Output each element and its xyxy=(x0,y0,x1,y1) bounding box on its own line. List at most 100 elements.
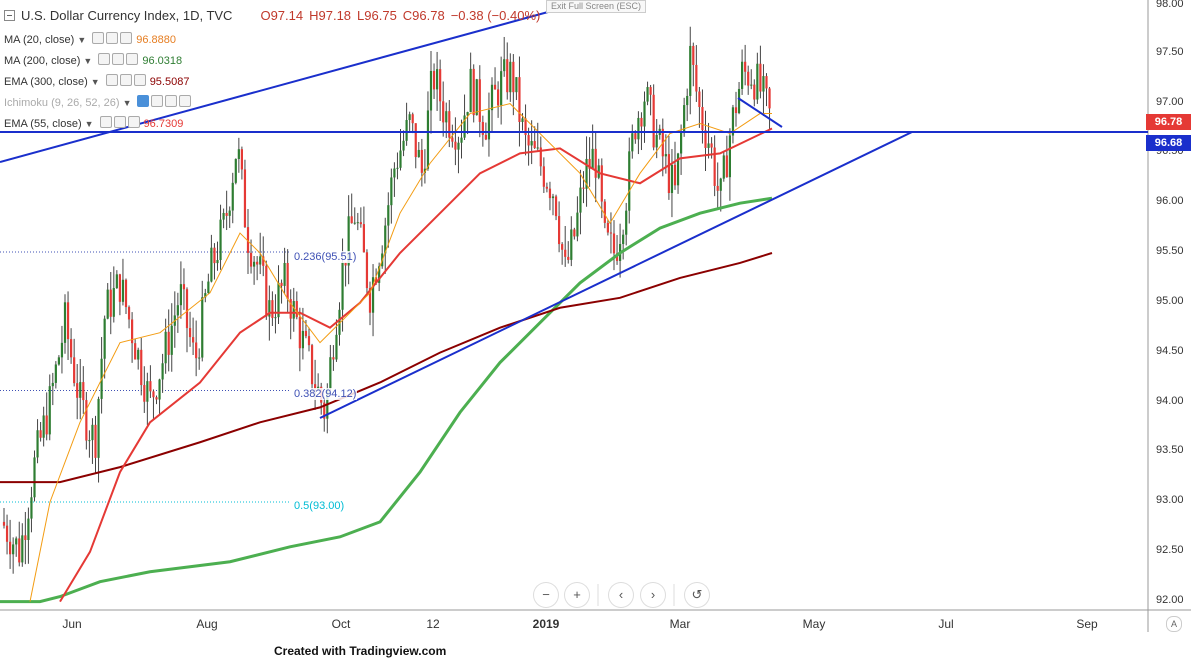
close-icon[interactable] xyxy=(179,95,192,107)
chevron-down-icon[interactable]: ▼ xyxy=(83,56,93,66)
candle-body xyxy=(411,114,414,124)
candle-body xyxy=(167,331,170,355)
candle-body xyxy=(478,79,481,122)
candle-body xyxy=(298,317,301,349)
candle-body xyxy=(45,415,48,435)
close-icon[interactable] xyxy=(120,32,133,44)
high-value: H97.18 xyxy=(309,8,352,23)
candle-body xyxy=(615,253,619,261)
candle-body xyxy=(655,135,658,148)
candle-body xyxy=(561,244,564,250)
zoom-out-button[interactable]: − xyxy=(534,583,558,607)
collapse-legend-icon[interactable] xyxy=(4,10,15,21)
candle-body xyxy=(85,400,88,441)
candle-body xyxy=(33,457,36,498)
close-icon[interactable] xyxy=(127,116,140,128)
indicator-row-ma200[interactable]: MA (200, close) ▼ 96.0318 xyxy=(4,51,182,69)
candle-body xyxy=(143,385,146,402)
candle-body xyxy=(591,148,594,169)
price-tick: 98.00 xyxy=(1156,0,1184,10)
candle-body xyxy=(759,63,762,92)
last-price-badge: 96.78 xyxy=(1146,114,1191,130)
candle-body xyxy=(436,69,439,90)
ma20-line xyxy=(29,103,772,602)
auto-scale-button[interactable]: A xyxy=(1166,616,1182,632)
eye-icon[interactable] xyxy=(105,74,118,86)
time-tick: 12 xyxy=(426,617,440,631)
gear-icon[interactable] xyxy=(113,116,126,128)
candle-body xyxy=(515,77,518,93)
candle-body xyxy=(728,135,731,178)
indicator-row-ema55[interactable]: EMA (55, close) ▼ 96.7309 xyxy=(4,114,183,132)
candle-body xyxy=(88,440,91,442)
candle-body xyxy=(353,222,356,224)
candle-body xyxy=(390,177,393,206)
candle-body xyxy=(195,342,198,359)
candle-body xyxy=(481,121,484,135)
candle-body xyxy=(460,137,463,143)
candle-body xyxy=(399,150,402,168)
candle-body xyxy=(463,115,466,138)
candle-body xyxy=(97,398,100,458)
candle-body xyxy=(426,110,430,169)
candle-body xyxy=(274,317,277,319)
indicator-name: EMA (300, close) xyxy=(4,76,88,88)
candle-body xyxy=(60,342,64,358)
ema300-line xyxy=(0,252,773,484)
candle-body xyxy=(542,166,545,187)
candle-body xyxy=(536,147,539,149)
candle-body xyxy=(76,383,79,398)
candle-body xyxy=(545,186,548,189)
candle-body xyxy=(182,284,186,290)
indicator-row-ema300[interactable]: EMA (300, close) ▼ 95.5087 xyxy=(4,72,189,90)
indicator-row-ma20[interactable]: MA (20, close) ▼ 96.8880 xyxy=(4,30,176,48)
candle-body xyxy=(314,384,317,390)
candle-body xyxy=(365,252,369,289)
chevron-down-icon[interactable]: ▼ xyxy=(90,77,100,87)
candle-body xyxy=(664,154,667,157)
chevron-down-icon[interactable]: ▼ xyxy=(122,98,132,108)
candle-body xyxy=(225,212,228,216)
hidden-eye-icon[interactable] xyxy=(137,95,150,107)
candle-body xyxy=(161,363,164,380)
candle-body xyxy=(18,538,21,563)
gear-icon[interactable] xyxy=(106,32,119,44)
exit-fullscreen-button[interactable]: Exit Full Screen (ESC) xyxy=(546,0,647,13)
scroll-left-button[interactable]: ‹ xyxy=(609,583,633,607)
candle-body xyxy=(54,364,57,383)
candle-body xyxy=(414,123,417,158)
gear-icon[interactable] xyxy=(119,74,132,86)
candle-body xyxy=(631,133,634,152)
candle-body xyxy=(737,88,741,114)
candle-body xyxy=(36,430,39,458)
candle-body xyxy=(713,147,716,186)
indicator-row-ichimoku[interactable]: Ichimoku (9, 26, 52, 26) ▼ xyxy=(4,93,192,111)
time-tick: Aug xyxy=(196,617,218,631)
legend-title-row: U.S. Dollar Currency Index, 1D, TVC O97.1… xyxy=(4,7,546,25)
scroll-right-button[interactable]: › xyxy=(641,583,665,607)
gear-icon[interactable] xyxy=(112,53,125,65)
candle-body xyxy=(603,201,606,223)
gear-icon[interactable] xyxy=(151,95,164,107)
candle-body xyxy=(588,158,591,169)
price-tick: 97.50 xyxy=(1156,46,1184,58)
candle-body xyxy=(222,212,225,220)
zoom-in-button[interactable]: + xyxy=(565,583,589,607)
ohlc-readout: O97.14 H97.18 L96.75 C96.78 −0.38 (−0.40%) xyxy=(260,8,546,23)
chevron-down-icon[interactable]: ▼ xyxy=(77,35,87,45)
short-downtrend-line xyxy=(737,97,783,128)
close-icon[interactable] xyxy=(133,74,146,86)
candle-body xyxy=(524,118,527,136)
close-icon[interactable] xyxy=(126,53,139,65)
candle-body xyxy=(484,134,487,140)
chevron-down-icon[interactable]: ▼ xyxy=(84,119,94,129)
candle-body xyxy=(259,256,262,265)
eye-icon[interactable] xyxy=(98,53,111,65)
eye-icon[interactable] xyxy=(99,116,112,128)
candle-body xyxy=(79,382,82,398)
reset-chart-button[interactable]: ↺ xyxy=(685,583,709,607)
eye-icon[interactable] xyxy=(92,32,105,44)
candle-body xyxy=(262,256,265,266)
code-icon[interactable] xyxy=(165,95,178,107)
